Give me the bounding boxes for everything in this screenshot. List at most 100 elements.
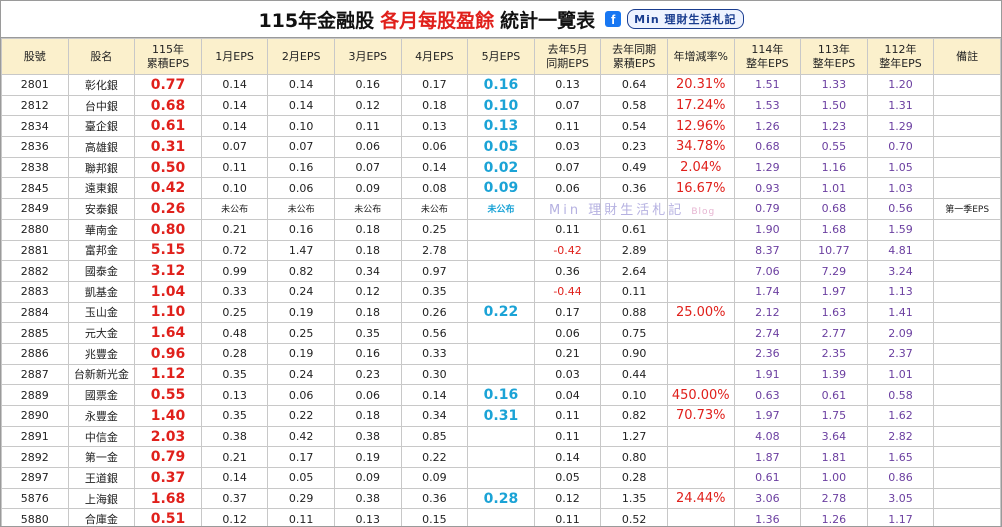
cell [933, 74, 1001, 96]
cell: 0.07 [267, 136, 335, 158]
cell [933, 322, 1001, 344]
cell: 16.67% [666, 177, 735, 200]
cell: 台中銀 [67, 94, 136, 117]
cell: 0.13 [333, 508, 402, 526]
cell: 2.35 [800, 342, 868, 365]
cell: 70.73% [666, 405, 735, 427]
header-text: 股號 [23, 49, 46, 63]
facebook-icon[interactable]: f [605, 11, 622, 27]
cell: 1.33 [800, 74, 868, 96]
cell: 0.42 [267, 425, 335, 448]
column-header: 2月EPS [267, 38, 335, 75]
brand-badge[interactable]: Min 理財生活札記 [627, 9, 744, 29]
cell: 0.34 [333, 260, 402, 282]
cell: 450.00% [666, 384, 735, 406]
cell: 0.82 [267, 260, 335, 282]
cell [933, 260, 1001, 282]
cell: 元大金 [67, 322, 136, 344]
cell: 0.13 [467, 115, 535, 138]
cell: 0.86 [866, 467, 935, 489]
cell: 未公布 [400, 198, 469, 220]
cell [933, 94, 1001, 117]
cell: 2.12 [733, 301, 802, 324]
cell: 0.61 [733, 467, 802, 489]
cell: 0.51 [134, 508, 202, 526]
cell: 1.63 [800, 301, 868, 324]
header-text: 2月EPS [281, 49, 321, 63]
cell [666, 425, 735, 448]
cell: 0.18 [333, 218, 402, 241]
cell [666, 467, 735, 489]
cell: 0.12 [333, 94, 402, 117]
cell: 第一金 [67, 446, 136, 469]
cell [666, 322, 735, 344]
cell: 2887 [1, 363, 69, 386]
cell: 0.14 [200, 467, 269, 489]
cell: 3.64 [800, 425, 868, 448]
cell: 1.01 [800, 177, 868, 200]
cell: 0.38 [333, 487, 402, 510]
cell: 2885 [1, 322, 69, 344]
cell: 0.34 [400, 405, 469, 427]
cell: 0.55 [800, 136, 868, 158]
cell: 0.07 [533, 94, 602, 117]
header-text: 5月EPS [481, 49, 521, 63]
data-row: 2885 元大金 1.64 0.48 0.25 0.35 0.56 0.06 0.75 2.74 2… [1, 322, 1001, 344]
cell: 1.47 [267, 239, 335, 262]
cell: 未公布 [333, 198, 402, 220]
cell: 1.31 [866, 94, 935, 117]
cell: 上海銀 [67, 487, 136, 510]
header-text: 年增減率% [673, 49, 728, 63]
cell: 1.01 [866, 363, 935, 386]
cell: 0.61 [800, 384, 868, 406]
cell: 1.29 [866, 115, 935, 138]
cell: 1.50 [800, 94, 868, 117]
cell: 0.72 [200, 239, 269, 262]
cell: 0.14 [533, 446, 602, 469]
cell [666, 260, 735, 282]
cell: 未公布 [267, 198, 335, 220]
cell: 0.19 [267, 342, 335, 365]
cell [933, 301, 1001, 324]
cell [467, 218, 535, 241]
cell: 0.42 [134, 177, 202, 200]
data-row: 2801 彰化銀 0.77 0.14 0.14 0.16 0.17 0.16 0.13 0.64 2… [1, 74, 1001, 96]
cell: 0.29 [267, 487, 335, 510]
cell: 0.21 [200, 446, 269, 469]
cell: 2.09 [866, 322, 935, 344]
header-row: 股號 股名 115年 累積EPS 1月EPS 2月EPS 3月EPS 4月EPS 5月EPS 去年… [1, 38, 1001, 75]
cell: 0.28 [200, 342, 269, 365]
cell: 0.09 [333, 467, 402, 489]
cell: 1.68 [134, 487, 202, 510]
column-header: 去年同期 累積EPS [600, 38, 668, 75]
cell: 玉山金 [67, 301, 136, 324]
cell [666, 446, 735, 469]
cell: 2838 [1, 156, 69, 179]
cell [933, 115, 1001, 138]
cell: 17.24% [666, 94, 735, 117]
data-row: 2897 王道銀 0.37 0.14 0.05 0.09 0.09 0.05 0.28 0.61 1… [1, 467, 1001, 489]
cell: -0.44 [533, 280, 602, 303]
cell: 0.33 [200, 280, 269, 303]
cell: 0.64 [600, 74, 668, 96]
header-text: 累積EPS [612, 56, 656, 70]
cell: 1.59 [866, 218, 935, 241]
cell: 0.93 [733, 177, 802, 200]
cell: 24.44% [666, 487, 735, 510]
cell: 0.05 [267, 467, 335, 489]
cell: 1.97 [800, 280, 868, 303]
column-header: 年增減率% [666, 38, 735, 75]
cell: 0.22 [467, 301, 535, 324]
cell: 0.80 [600, 446, 668, 469]
cell: 2812 [1, 94, 69, 117]
cell: 0.58 [600, 94, 668, 117]
cell: 2880 [1, 218, 69, 241]
cell [933, 384, 1001, 406]
data-row: 2881 富邦金 5.15 0.72 1.47 0.18 2.78 -0.42 2.89 8.37… [1, 239, 1001, 262]
cell: 0.36 [533, 260, 602, 282]
cell: 永豐金 [67, 405, 136, 427]
cell: 0.14 [200, 115, 269, 138]
cell: 0.44 [600, 363, 668, 386]
cell: 1.81 [800, 446, 868, 469]
data-row: 2882 國泰金 3.12 0.99 0.82 0.34 0.97 0.36 2.64 7.06 7… [1, 260, 1001, 282]
